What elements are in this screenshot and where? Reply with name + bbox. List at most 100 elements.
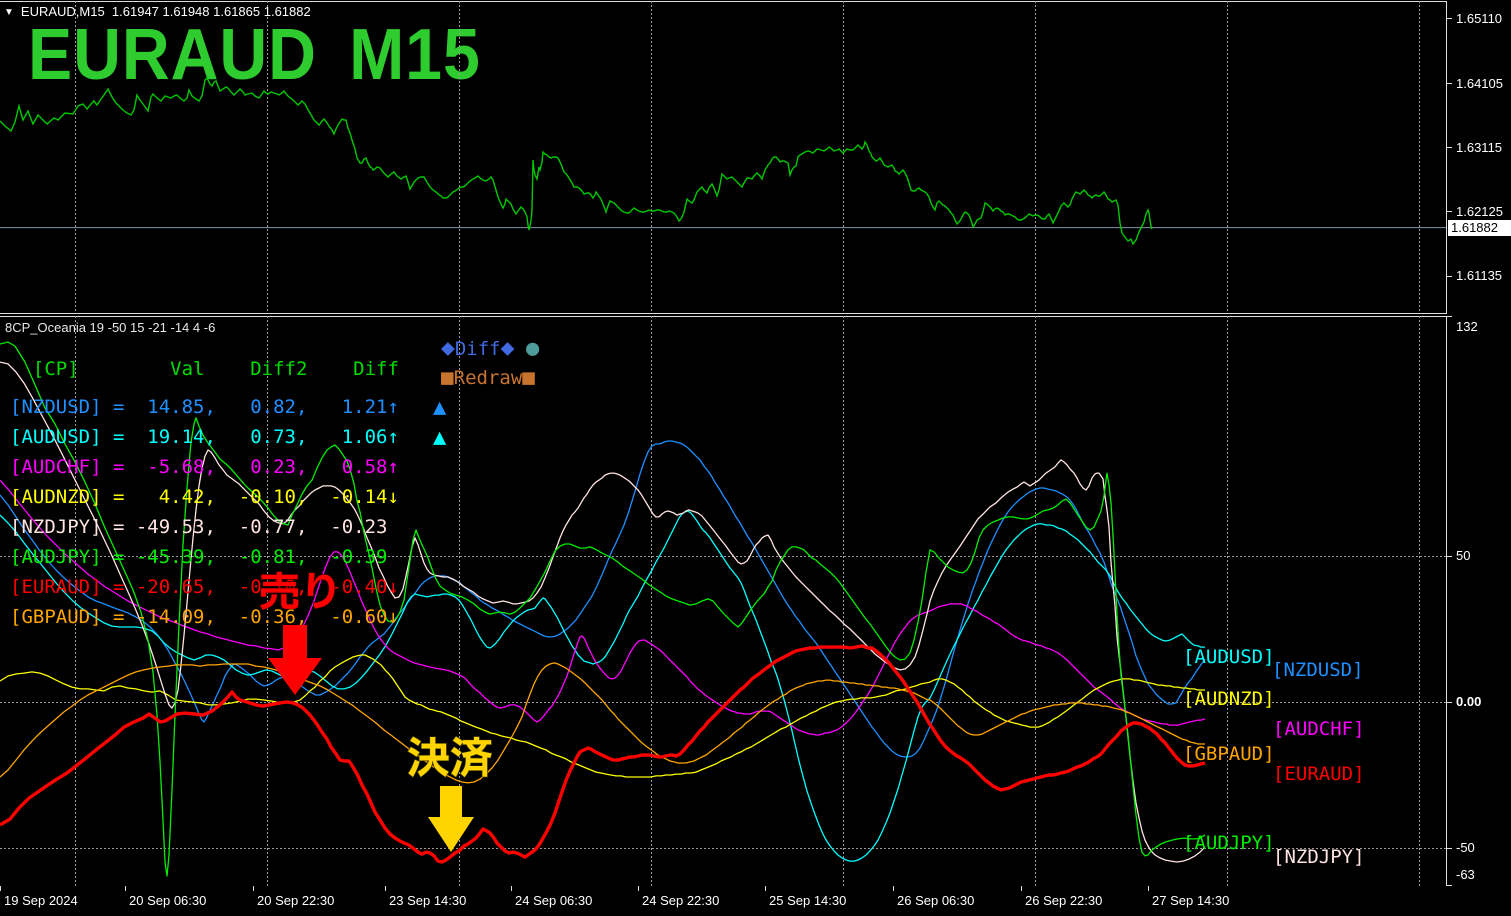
time-tick: [893, 886, 894, 891]
indicator-axis-label: 132: [1456, 319, 1478, 334]
series-label-euraud: [EURAUD]: [1273, 763, 1365, 785]
cp-table-row: [AUDUSD] = 19.14, 0.73, 1.06↑ ▲: [10, 422, 446, 452]
cp-table-rows: [NZDUSD] = 14.85, 0.82, 1.21↑ ▲ [AUDUSD] =…: [10, 392, 446, 632]
time-tick: [511, 886, 512, 891]
cp-table-row: [AUDNZD] = 4.42, -0.10, -0.14↓: [10, 486, 399, 508]
diff-diamond-icon: ◆: [441, 335, 455, 361]
time-tick: [0, 886, 1, 891]
series-audnzd-line: [0, 654, 1205, 778]
cp-table-row: [AUDCHF] = -5.68, 0.23, 0.58↑: [10, 456, 399, 478]
price-tick: [1447, 275, 1452, 277]
time-tick: [125, 886, 126, 891]
cp-table-row: [AUDJPY] = -45.39, -0.81, -0.39: [10, 546, 388, 568]
series-gbpaud-line: [0, 662, 1205, 784]
sell-arrow-down-icon: [268, 625, 322, 695]
price-series-line: [0, 76, 1153, 246]
price-chart: [0, 1, 1446, 311]
indicator-axis-label: 0.00: [1456, 694, 1482, 709]
price-tick: [1447, 211, 1452, 213]
price-axis-label: 1.62125: [1456, 203, 1503, 219]
indicator-axis-label: 50: [1456, 548, 1471, 563]
time-axis-label: 24 Sep 06:30: [515, 893, 593, 908]
time-axis-label: 26 Sep 22:30: [1025, 893, 1103, 908]
price-axis-label: 1.63115: [1456, 139, 1503, 155]
time-axis-label: 23 Sep 14:30: [389, 893, 467, 908]
time-axis[interactable]: 19 Sep 2024 20 Sep 06:30 20 Sep 22:30 23 Se…: [0, 886, 1511, 916]
series-label-nzdjpy: [NZDJPY]: [1273, 846, 1365, 868]
series-audchf-line: [0, 479, 1206, 736]
cp-table: [CP] Val Diff2 Diff [NZDUSD] = 14.85, 0.…: [10, 354, 446, 632]
diff-circle-icon: ●: [525, 336, 540, 361]
series-label-nzdusd: [NZDUSD]: [1272, 659, 1364, 681]
series-label-audjpy: [AUDJPY]: [1183, 832, 1275, 854]
series-nzdusd-line: [0, 440, 1206, 758]
series-label-audnzd: [AUDNZD]: [1183, 688, 1275, 710]
indicator-legend: ◆Diff◆ ● ■Redraw■: [441, 334, 539, 392]
direction-triangle-icon: ▲: [433, 425, 447, 450]
cp-table-row: [GBPAUD] = -14.09, -0.36, -0.60↓: [10, 606, 399, 628]
time-axis-label: 20 Sep 06:30: [129, 893, 207, 908]
cp-table-row: [NZDUSD] = 14.85, 0.82, 1.21↑ ▲: [10, 392, 446, 422]
time-tick: [1021, 886, 1022, 891]
indicator-tick: [1447, 885, 1452, 887]
price-axis-label: 1.61135: [1456, 268, 1503, 283]
series-audusd-line: [0, 510, 1205, 862]
time-tick: [253, 886, 254, 891]
series-label-audchf: [AUDCHF]: [1273, 718, 1365, 740]
direction-triangle-icon: ▲: [433, 395, 447, 420]
time-tick: [638, 886, 639, 891]
price-axis-label: 1.65110: [1456, 10, 1503, 26]
time-axis-label: 19 Sep 2024: [4, 893, 78, 908]
time-axis-label: 25 Sep 14:30: [769, 893, 847, 908]
spacer: [514, 338, 525, 360]
indicator-tick: [1447, 555, 1452, 557]
legend-redraw-row: ■Redraw■: [441, 363, 539, 392]
settle-kanji-glyph: [407, 736, 492, 778]
series-nzdjpy-line: [0, 361, 1206, 863]
indicator-chart: [0, 316, 1446, 886]
redraw-label: Redraw: [453, 367, 523, 389]
series-euraud-line: [0, 644, 1206, 864]
price-axis-label: 1.64105: [1456, 75, 1503, 91]
indicator-title[interactable]: 8CP_Oceania 19 -50 15 -21 -14 4 -6: [5, 320, 216, 335]
cp-table-row: [NZDJPY] = -49.53, -0.77, -0.23: [10, 516, 388, 538]
price-tick: [1447, 83, 1452, 85]
sell-arrow-shape: [268, 625, 322, 695]
diff-diamond-icon: ◆: [500, 335, 515, 361]
time-tick: [1148, 886, 1149, 891]
sell-annotation-text: [259, 571, 335, 611]
chart-dropdown-icon[interactable]: ▼: [4, 7, 14, 18]
settle-annotation-text: [407, 736, 492, 778]
indicator-axis-label: -50: [1456, 840, 1475, 855]
settle-arrow-shape: [428, 786, 474, 852]
redraw-square-icon: ■: [522, 365, 535, 389]
time-tick: [765, 886, 766, 891]
indicator-axis-label: -63: [1456, 867, 1475, 882]
redraw-square-icon: ■: [441, 365, 454, 389]
price-tick: [1447, 18, 1452, 19]
indicator-tick: [1447, 316, 1452, 318]
price-pane[interactable]: [0, 1, 1447, 314]
cp-table-header: [CP] Val Diff2 Diff: [10, 358, 399, 380]
series-audjpy-line: [0, 341, 1206, 877]
time-axis-label: 20 Sep 22:30: [257, 893, 335, 908]
time-axis-label: 24 Sep 22:30: [642, 893, 720, 908]
indicator-pane[interactable]: [0, 316, 1447, 888]
cp-table-row: [EURAUD] = -20.65, -0.10, -0.40↓: [10, 576, 399, 598]
series-label-gbpaud: [GBPAUD]: [1183, 743, 1275, 765]
time-tick: [385, 886, 386, 891]
diff-label: Diff: [454, 338, 501, 360]
series-label-audusd: [AUDUSD]: [1183, 646, 1275, 668]
sell-kanji-glyph: [259, 571, 335, 611]
title-text: EURAUD,M15 1.61947 1.61948 1.61865 1.618…: [20, 4, 311, 19]
current-price-box: 1.61882: [1448, 219, 1511, 236]
price-tick: [1447, 147, 1452, 149]
window-title[interactable]: ▼ EURAUD,M15 1.61947 1.61948 1.61865 1.61…: [4, 4, 311, 19]
time-axis-label: 27 Sep 14:30: [1152, 893, 1230, 908]
indicator-tick: [1447, 847, 1452, 849]
indicator-tick: [1447, 701, 1452, 703]
legend-diff-row: ◆Diff◆ ●: [441, 334, 539, 363]
time-axis-label: 26 Sep 06:30: [897, 893, 975, 908]
settle-arrow-down-icon: [428, 786, 474, 852]
